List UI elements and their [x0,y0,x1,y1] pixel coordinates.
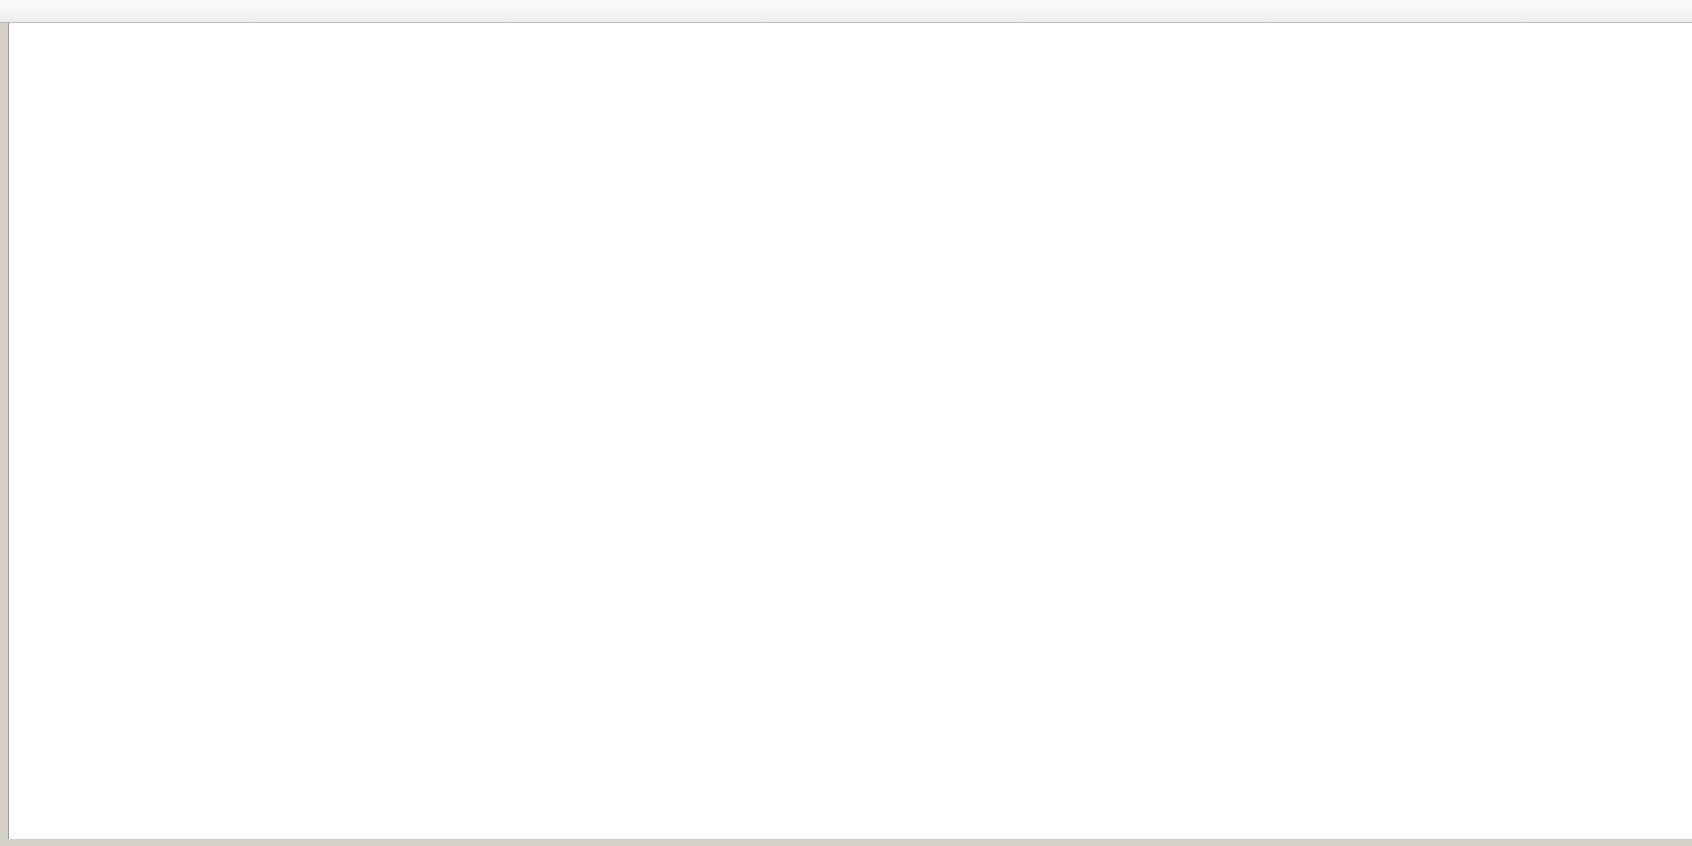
left-panel-strip [0,23,9,846]
toolbar [0,0,1692,23]
price-chart[interactable] [0,23,1692,846]
chart-window [0,23,1692,846]
status-strip [0,839,1692,846]
